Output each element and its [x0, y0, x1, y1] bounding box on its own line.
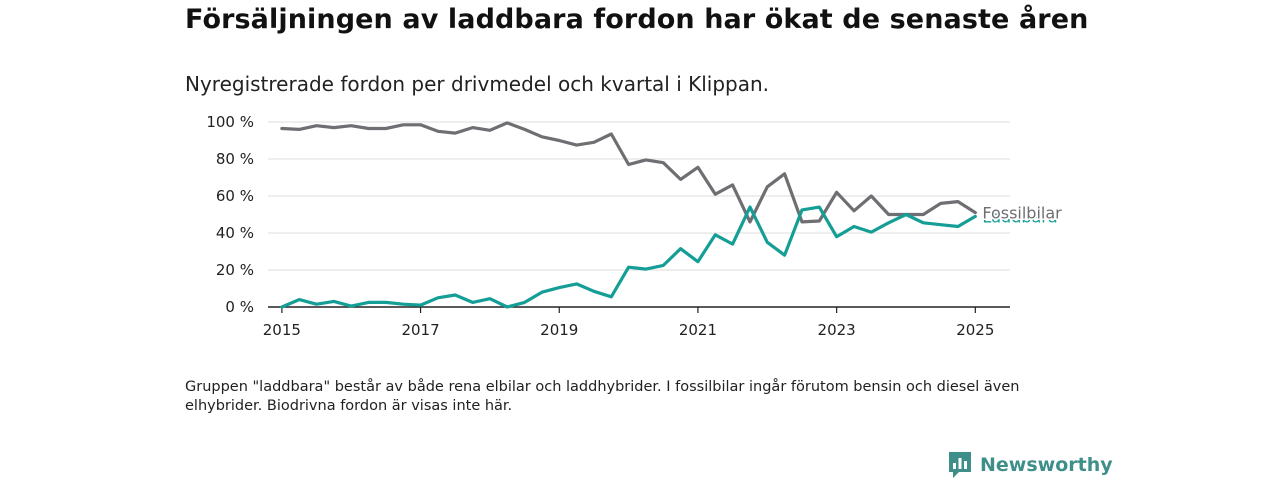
y-tick-label: 100 %	[206, 113, 254, 131]
series-line-laddbara	[280, 205, 977, 309]
y-tick-label: 60 %	[216, 187, 254, 205]
y-tick-label: 0 %	[225, 298, 254, 316]
newsworthy-logo[interactable]: Newsworthy	[948, 450, 1113, 480]
x-tick-label: 2025	[956, 321, 994, 339]
x-axis: 2015 2017 2019 2021 2023 2025	[263, 306, 1010, 339]
newsworthy-logo-icon	[949, 452, 971, 478]
y-tick-label: 80 %	[216, 150, 254, 168]
newsworthy-logo-text: Newsworthy	[980, 454, 1113, 476]
x-tick-label: 2017	[401, 321, 439, 339]
grid-lines	[268, 121, 1010, 271]
y-tick-label: 20 %	[216, 261, 254, 279]
series-lines	[280, 121, 977, 309]
x-tick-label: 2023	[818, 321, 856, 339]
x-tick-label: 2021	[679, 321, 717, 339]
x-tick-label: 2015	[263, 321, 301, 339]
series-line-fossilbilar	[280, 121, 977, 224]
x-tick-label: 2019	[540, 321, 578, 339]
chart-subtitle: Nyregistrerade fordon per drivmedel och …	[185, 72, 770, 96]
footnote: Gruppen "laddbara" består av både rena e…	[185, 379, 1020, 414]
series-label-fossilbilar: Fossilbilar	[982, 204, 1062, 223]
y-tick-label: 40 %	[216, 224, 254, 242]
y-axis: 0 % 20 % 40 % 60 % 80 % 100 %	[206, 113, 254, 316]
series-label-laddbara: Laddbara	[982, 207, 1057, 226]
chart-title: Försäljningen av laddbara fordon har öka…	[185, 4, 1089, 35]
